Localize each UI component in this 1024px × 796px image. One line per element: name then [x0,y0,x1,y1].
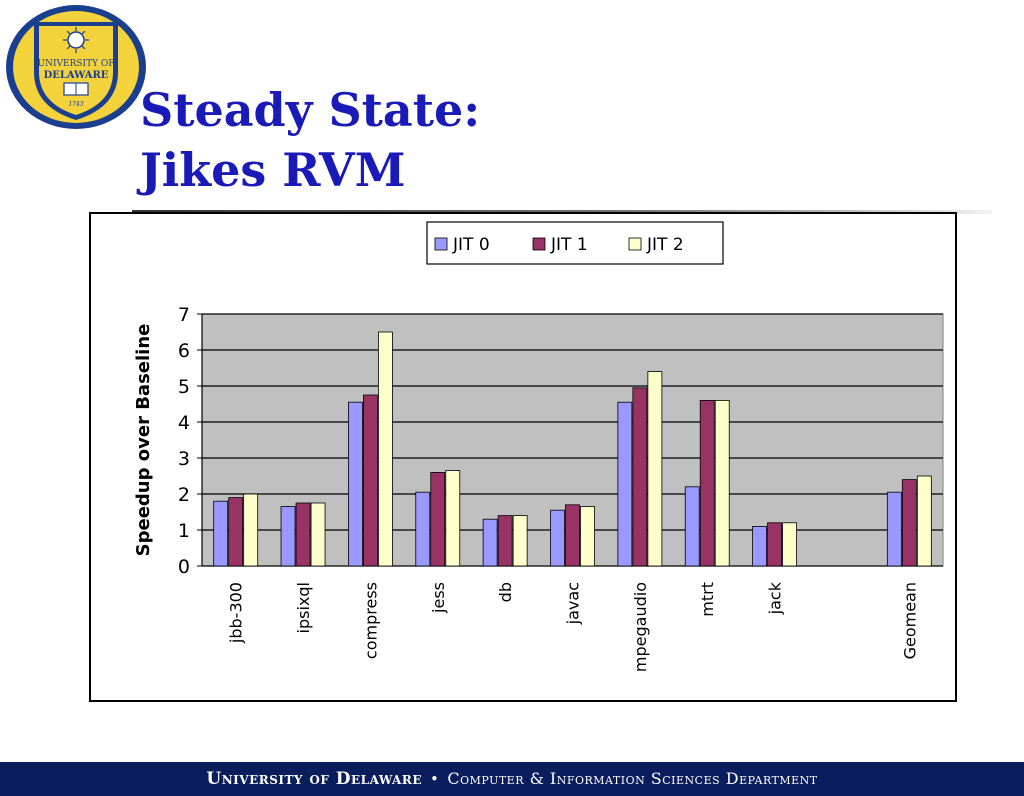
logo-shield-inner [39,26,113,115]
bar [497,515,513,567]
bar [348,401,363,567]
x-tick-label: Geomean [900,582,919,659]
y-axis-label: Speedup over Baseline [133,324,154,557]
sun-icon [67,31,85,49]
y-tick-label: 7 [178,304,190,326]
bar [752,525,767,567]
bar [430,471,446,567]
bar [617,401,633,567]
y-tick-label: 4 [178,412,190,434]
bar [512,515,528,567]
bar [767,522,782,567]
footer-separator: • [429,770,440,788]
legend [426,221,724,265]
bar [647,371,663,567]
x-tick-label: compress [361,582,380,659]
legend-swatch [434,237,448,251]
legend-label: JIT 0 [452,235,490,255]
bar [901,479,917,567]
chart-frame: 0 1 2 3 4 5 6 7 Speedup over Baseline jbb-300 ipsi… [89,212,957,702]
bar [280,506,296,567]
bar [445,470,461,567]
bar [699,399,715,567]
y-tick-label: 1 [178,520,190,542]
x-tick-label: db [496,582,515,602]
legend-swatch [628,237,642,251]
footer-university: University of Delaware [206,769,422,789]
bar [886,491,902,567]
footer-bar: University of Delaware • Computer & Inform… [0,762,1024,796]
x-tick-label: jack [766,581,785,615]
x-tick-label: ipsixql [294,582,313,633]
bar [714,399,730,567]
bar [916,475,932,567]
bar [782,522,797,567]
legend-label: JIT 1 [550,235,588,255]
bar [684,486,700,567]
y-tick-label: 3 [178,448,190,470]
x-tick-label: jess [429,582,448,614]
bar [550,509,565,567]
footer-text: University of Delaware • Computer & Inform… [0,762,1024,796]
logo-year: 1743 [68,101,83,108]
bar [482,518,498,567]
slide-title-line-1: Steady State: [140,83,481,137]
y-tick-label: 6 [178,340,190,362]
logo-text-line2: DELAWARE [44,70,109,81]
bar [580,506,595,567]
x-tick-label: mpegaudio [631,582,650,672]
bar [565,504,580,567]
bar [415,491,431,567]
legend-swatch [532,237,546,251]
y-tick-label: 5 [178,376,190,398]
bar [378,331,393,567]
logo-text-line1: UNIVERSITY OF [37,59,114,69]
sun-rays-icon [63,27,89,53]
bar [243,493,259,567]
x-tick-label: javac [564,582,583,625]
bar [363,394,378,567]
legend-label: JIT 2 [646,235,684,255]
y-tick-label: 2 [178,484,190,506]
bar [310,502,326,567]
y-tick-label: 0 [178,556,190,578]
x-tick-label: mtrt [698,582,717,617]
footer-department: Computer & Information Sciences Departme… [447,769,818,788]
speedup-bar-chart: 0 1 2 3 4 5 6 7 Speedup over Baseline jbb-300 ipsi… [133,221,944,672]
university-logo: UNIVERSITY OF DELAWARE 1743 [6,5,146,129]
bar [213,500,229,567]
x-tick-label: jbb-300 [227,582,246,644]
slide-title-line-2: Jikes RVM [140,143,406,197]
bar [295,502,311,567]
bar [228,497,244,567]
bar [632,387,648,567]
